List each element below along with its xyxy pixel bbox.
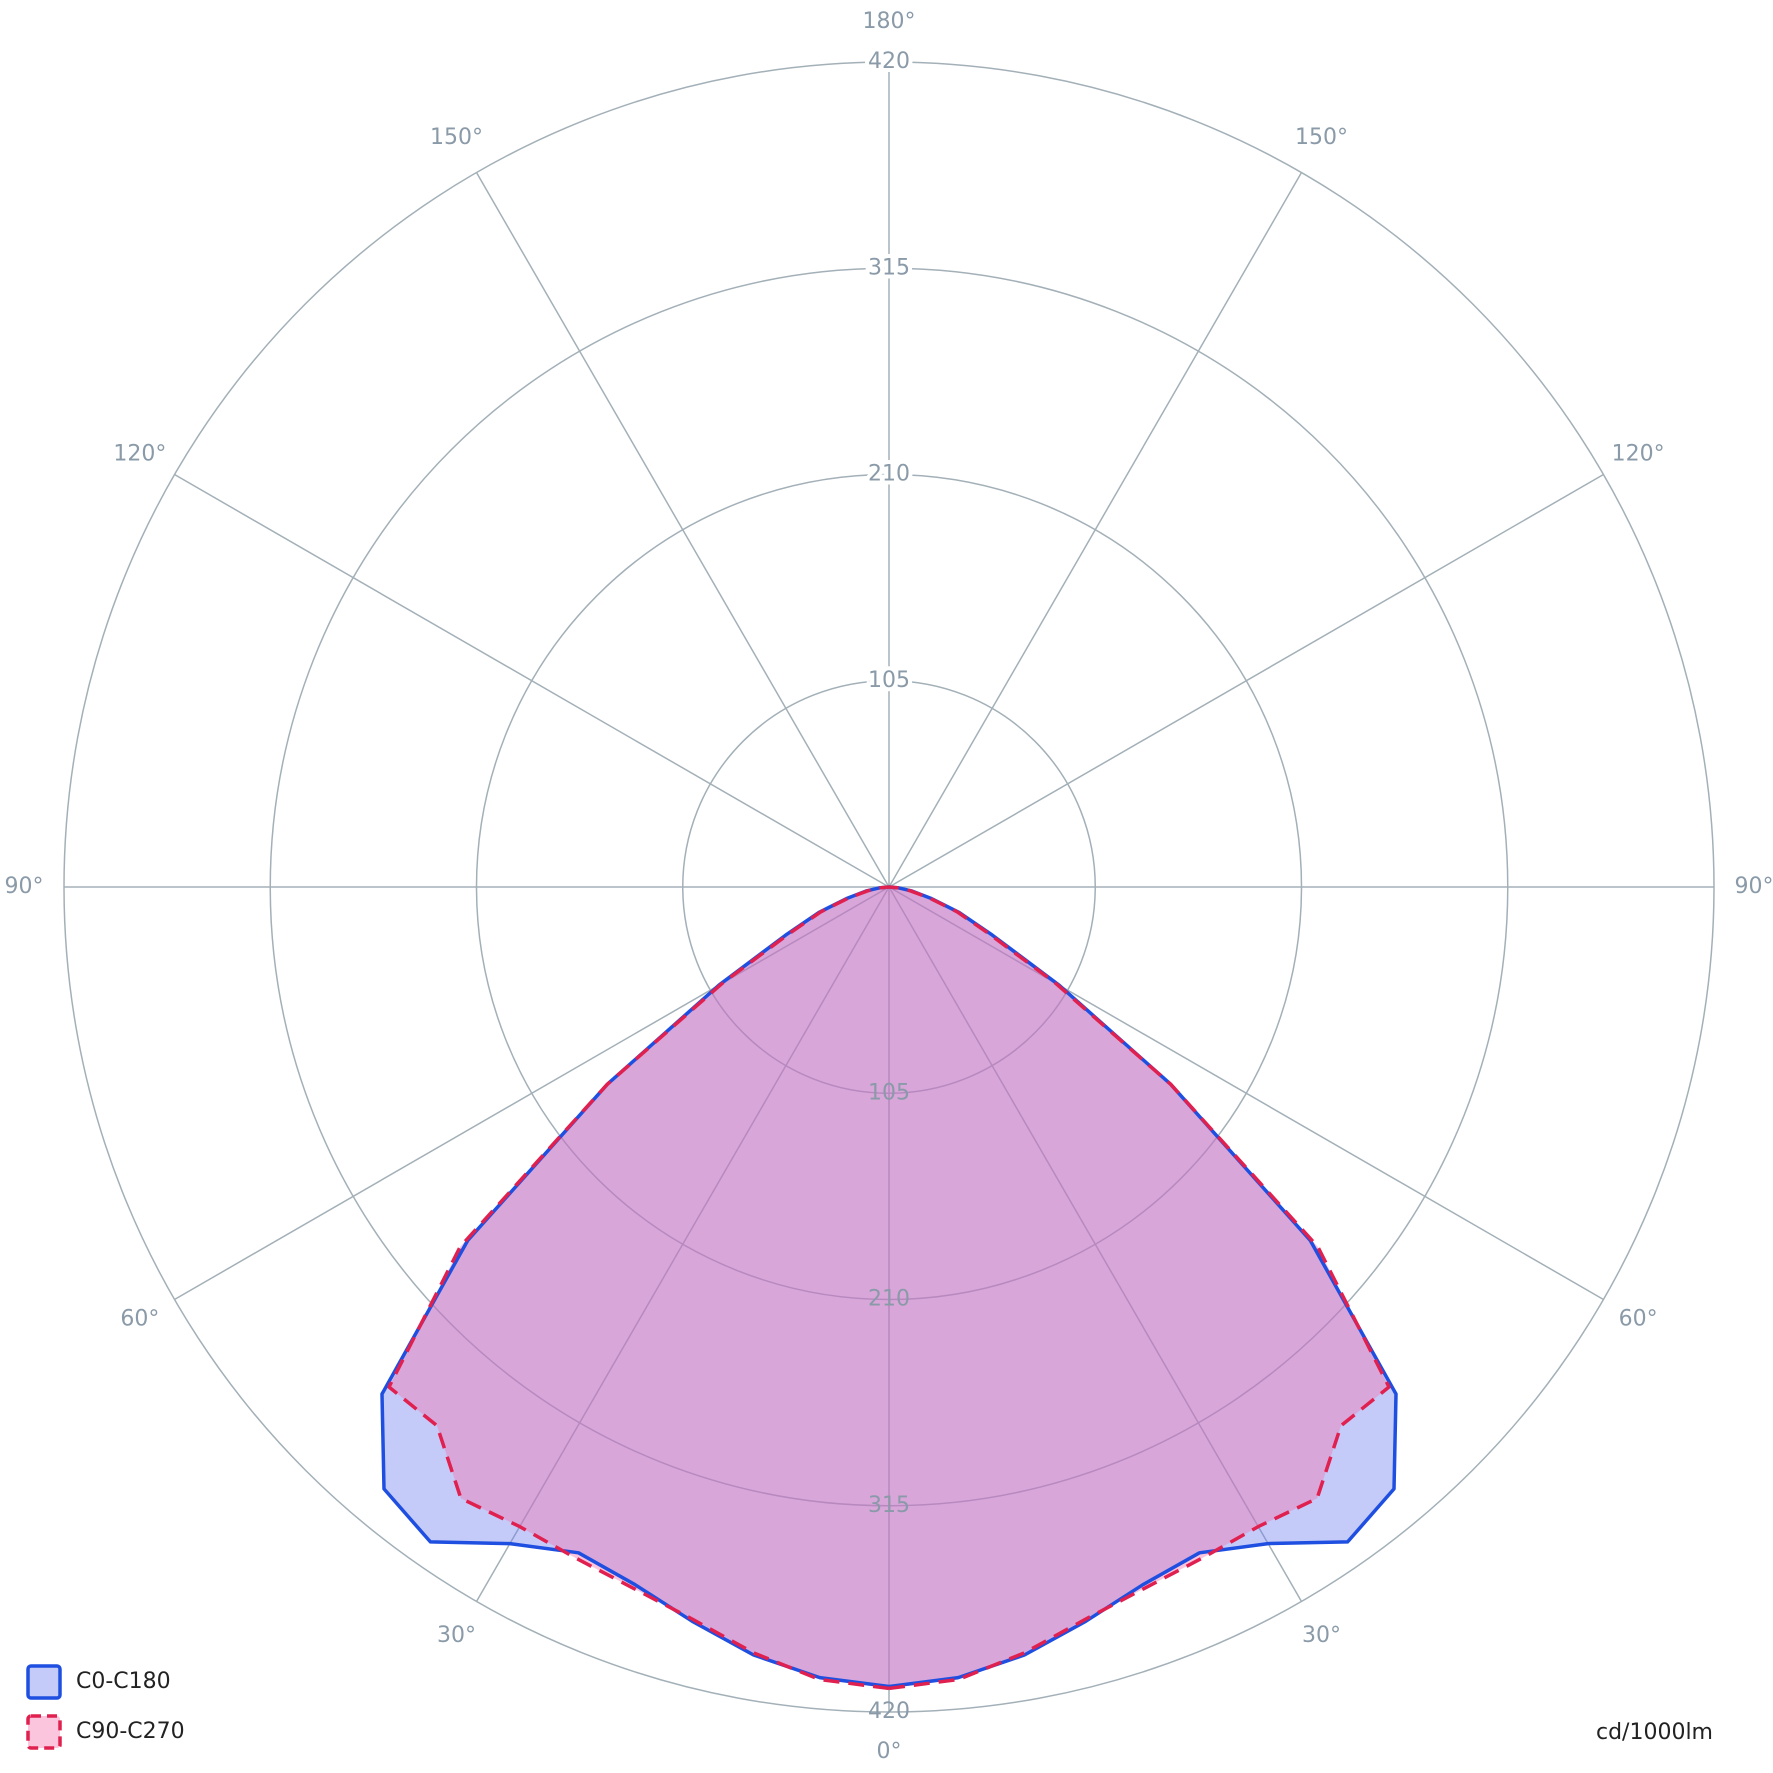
unit-label: cd/1000lm <box>1596 1720 1713 1745</box>
angle-label: 180° <box>863 9 916 34</box>
angle-label: 120° <box>113 442 166 467</box>
angle-label: 90° <box>5 874 44 899</box>
grid-spoke <box>888 473 1604 888</box>
angle-label: 60° <box>120 1307 159 1332</box>
r-tick-label: 315 <box>868 255 910 280</box>
r-tick-label: 210 <box>868 1287 910 1312</box>
series-line <box>387 885 890 1691</box>
r-tick-label: 315 <box>868 1493 910 1518</box>
series-area <box>382 887 889 1687</box>
grid-spoke <box>475 886 890 1602</box>
r-tick-label: 105 <box>868 1080 910 1105</box>
angle-label: 90° <box>1735 874 1773 899</box>
labels: 0° 30° 30° 60° 60° 90° 90° 120° 120° 150° 150° 180°… <box>5 9 1773 1764</box>
r-tick-label: 420 <box>868 1699 910 1724</box>
grid-spoke <box>888 886 1604 1301</box>
grid-spoke <box>888 886 1303 1602</box>
data-layer <box>380 885 1398 1691</box>
angle-label: 60° <box>1619 1307 1658 1332</box>
series-line <box>888 885 1398 1689</box>
r-tick-label: 105 <box>868 668 910 693</box>
grid-spoke <box>888 172 1303 888</box>
series-line <box>380 885 890 1689</box>
grid-spoke <box>475 172 890 888</box>
angle-label: 0° <box>877 1739 902 1764</box>
series-area <box>889 887 1396 1687</box>
angle-label: 150° <box>1295 125 1348 150</box>
series-area <box>889 887 1389 1689</box>
legend-label: C0-C180 <box>76 1669 171 1694</box>
series-area <box>389 887 889 1689</box>
grid-spoke <box>174 886 890 1301</box>
grid-spoke <box>174 473 890 888</box>
legend-label: C90-C270 <box>76 1719 185 1744</box>
grid <box>63 61 1715 1713</box>
series-line <box>888 885 1391 1691</box>
r-tick-label: 210 <box>868 462 910 487</box>
legend-swatch <box>26 1664 62 1700</box>
legend: C0-C180 C90-C270 <box>26 1664 185 1750</box>
r-tick-label: 420 <box>868 49 910 74</box>
angle-label: 120° <box>1612 442 1665 467</box>
legend-swatch <box>26 1714 62 1750</box>
angle-label: 30° <box>1302 1623 1341 1648</box>
angle-label: 30° <box>437 1623 476 1648</box>
angle-label: 150° <box>430 125 483 150</box>
